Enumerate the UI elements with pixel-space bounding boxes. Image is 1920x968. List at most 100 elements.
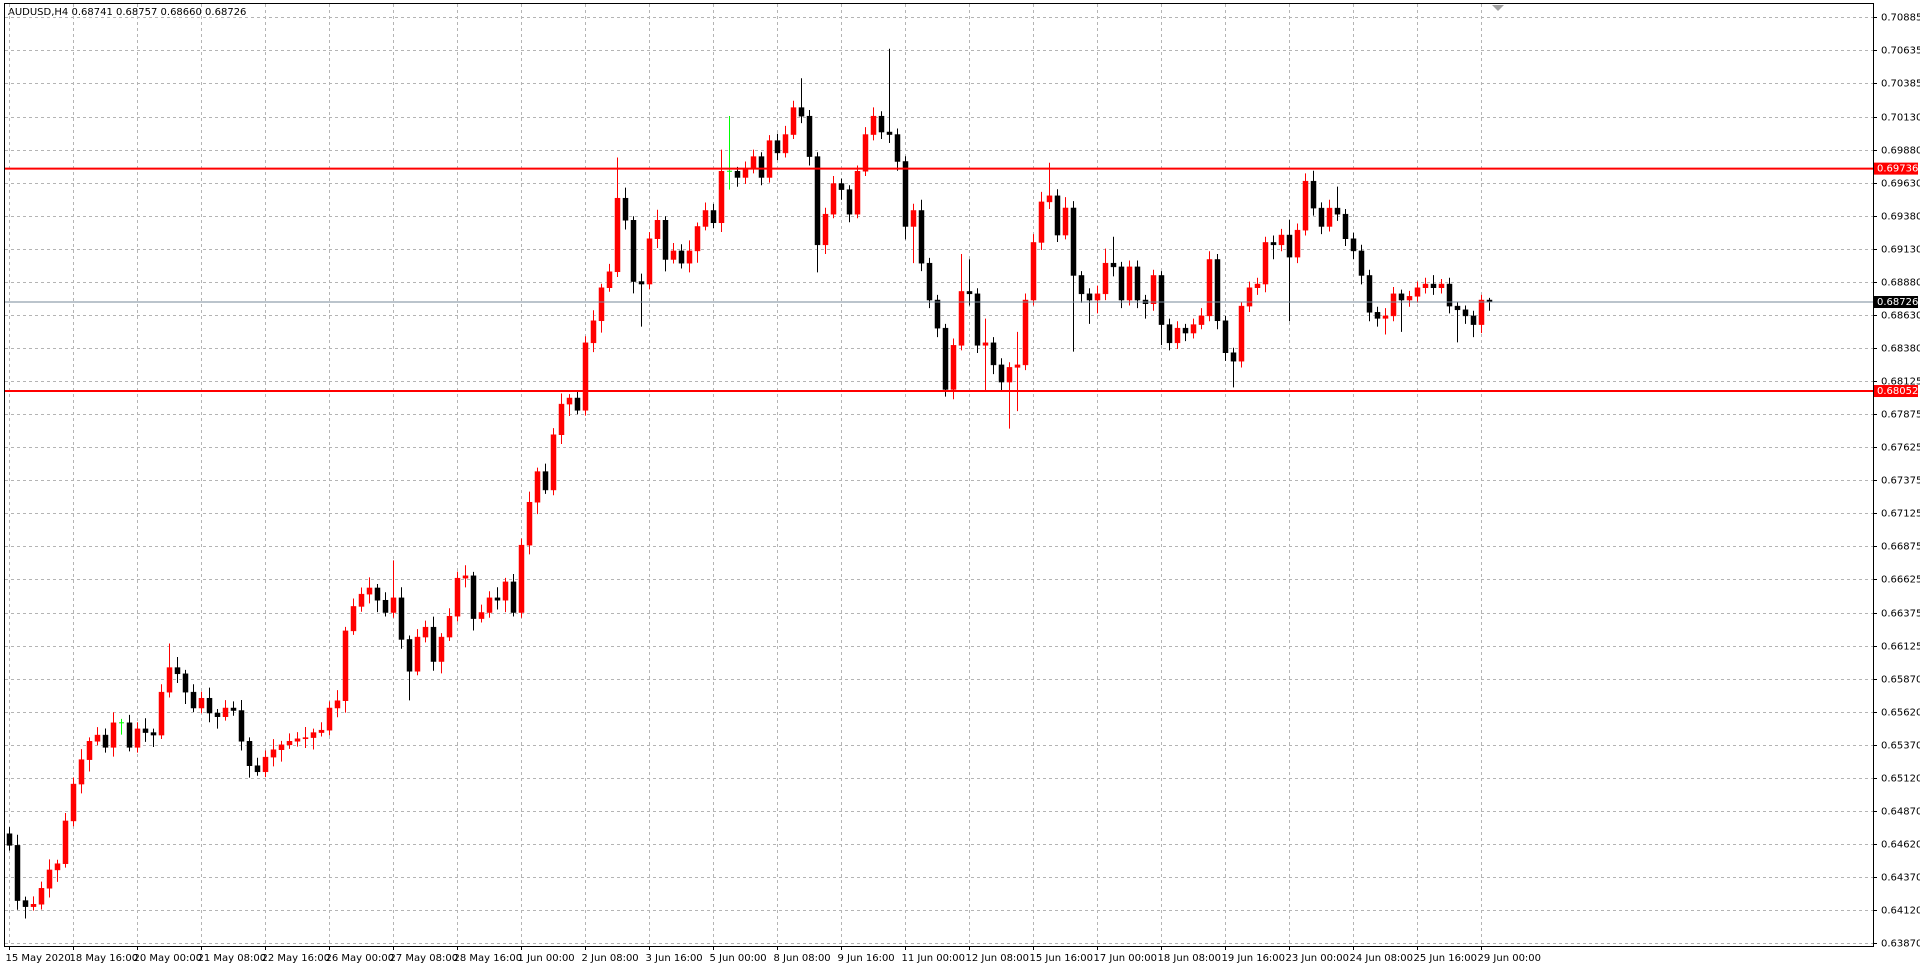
y-tick-label: 0.70635	[1881, 46, 1920, 57]
candle-body	[1046, 195, 1053, 203]
candle-body	[958, 291, 965, 346]
candle-body	[390, 597, 397, 613]
y-tick-label: 0.65620	[1881, 708, 1920, 719]
candle-body	[1262, 242, 1269, 285]
candle-body	[326, 707, 333, 731]
candle-body	[430, 626, 437, 662]
candle-body	[1326, 207, 1333, 227]
candle-body	[110, 722, 117, 748]
candle-body	[1438, 283, 1445, 288]
candle-body	[150, 732, 157, 736]
candle-body	[1038, 201, 1045, 243]
candle-body	[606, 271, 613, 288]
y-tick-label: 0.65370	[1881, 741, 1920, 752]
candle-body	[126, 722, 133, 748]
candle-body	[894, 134, 901, 162]
candle-body	[182, 673, 189, 693]
candle-body	[1302, 180, 1309, 231]
candle-body	[1342, 213, 1349, 239]
candle-body	[1334, 207, 1341, 215]
candle-body	[966, 291, 973, 295]
candle-body	[214, 712, 221, 717]
candle-body	[1382, 315, 1389, 319]
candle-body	[230, 707, 237, 711]
candle-body	[1350, 238, 1357, 252]
candle-body	[1358, 250, 1365, 276]
candle-body	[614, 197, 621, 273]
candle-body	[22, 900, 29, 907]
y-tick-label: 0.64370	[1881, 873, 1920, 884]
candle-body	[1278, 234, 1285, 246]
y-tick-label: 0.69630	[1881, 179, 1920, 190]
candle-body	[174, 667, 181, 675]
candle-body	[222, 707, 229, 717]
candle-body	[38, 888, 45, 905]
candle-body	[310, 732, 317, 738]
candle-body	[14, 845, 21, 901]
candle-body	[1110, 262, 1117, 268]
y-tick-label: 0.65120	[1881, 774, 1920, 785]
candle-body	[1030, 242, 1037, 301]
candle-body	[358, 593, 365, 607]
candle-body	[462, 575, 469, 579]
candle-body	[1238, 305, 1245, 362]
candle-body	[1198, 315, 1205, 325]
candle-body	[1318, 207, 1325, 227]
x-tick-label: 8 Jun 08:00	[774, 953, 831, 964]
candle-body	[30, 904, 37, 907]
y-tick-label: 0.65870	[1881, 675, 1920, 686]
candle-body	[414, 636, 421, 672]
candle-body	[566, 397, 573, 405]
candle-body	[926, 262, 933, 301]
candle-body	[494, 597, 501, 601]
candle-body	[206, 697, 213, 714]
x-tick-label: 22 May 16:00	[262, 953, 331, 964]
candle-body	[158, 691, 165, 736]
x-tick-label: 18 May 16:00	[70, 953, 139, 964]
candle-body	[70, 783, 77, 822]
x-tick-label: 21 May 08:00	[198, 953, 267, 964]
candle-body	[6, 833, 13, 846]
x-tick-label: 5 Jun 00:00	[710, 953, 767, 964]
candle-body	[334, 700, 341, 709]
candle-body	[718, 171, 725, 224]
candle-body	[870, 115, 877, 135]
candle-body	[798, 107, 805, 117]
candle-body	[638, 281, 645, 285]
y-tick-label: 0.70385	[1881, 79, 1920, 90]
candle-body	[1054, 195, 1061, 236]
candle-body	[398, 597, 405, 640]
candle-body	[1414, 287, 1421, 297]
x-tick-label: 2 Jun 08:00	[582, 953, 639, 964]
x-tick-label: 19 Jun 16:00	[1222, 953, 1286, 964]
x-tick-label: 27 May 08:00	[390, 953, 459, 964]
candle-body	[822, 213, 829, 246]
candle-body	[1206, 259, 1213, 317]
candle-body	[46, 869, 53, 889]
candle-body	[686, 250, 693, 264]
x-tick-label: 9 Jun 16:00	[838, 953, 895, 964]
candle-body	[758, 156, 765, 178]
candle-body	[1166, 324, 1173, 344]
candle-body	[422, 626, 429, 638]
candle-body	[1102, 262, 1109, 295]
candle-body	[470, 575, 477, 619]
candle-body	[878, 115, 885, 133]
x-tick-label: 12 Jun 08:00	[966, 953, 1030, 964]
candle-body	[910, 210, 917, 227]
candle-body	[646, 238, 653, 285]
candle-body	[134, 728, 141, 748]
y-tick-label: 0.70885	[1881, 13, 1920, 24]
candle-body	[382, 599, 389, 613]
plot-frame	[4, 3, 1874, 947]
candle-body	[750, 156, 757, 170]
candle-body	[902, 161, 909, 227]
y-tick-label: 0.64620	[1881, 840, 1920, 851]
candle-body	[438, 636, 445, 662]
candle-body	[1446, 283, 1453, 307]
level-label: 0.68052	[1877, 386, 1918, 397]
candle-body	[806, 115, 813, 157]
candle-body	[974, 293, 981, 346]
candle-body	[622, 197, 629, 221]
